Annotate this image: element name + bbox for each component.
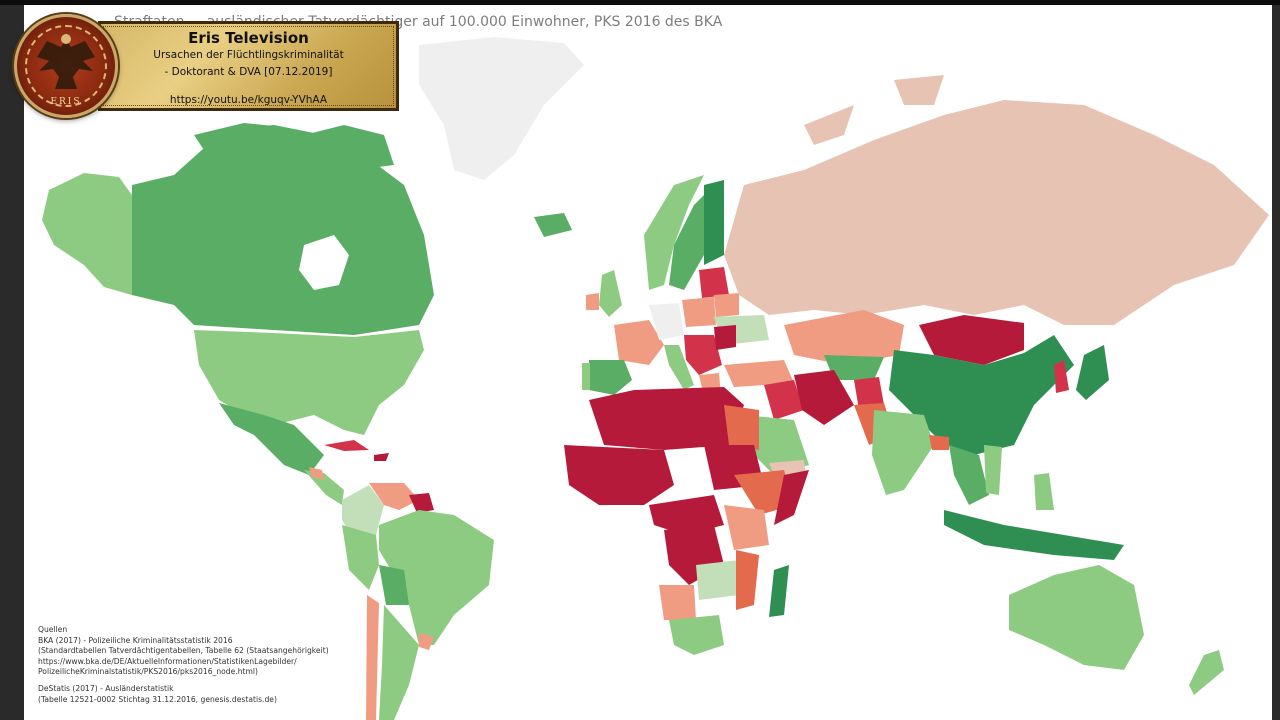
country-brazil (379, 510, 494, 645)
country-finland (704, 180, 724, 265)
hudson-bay (299, 235, 349, 290)
country-west-africa (564, 445, 674, 505)
country-mexico (219, 403, 324, 475)
winged-figure-icon (37, 34, 95, 89)
country-india (872, 410, 934, 495)
country-guatemala (309, 467, 324, 480)
country-norway (644, 175, 704, 290)
left-frame-bar (0, 5, 24, 720)
country-alaska (42, 173, 132, 295)
sources-heading: Quellen (38, 625, 68, 634)
country-vietnam (984, 445, 1002, 495)
country-russia (724, 100, 1269, 325)
eris-medal-logo: ERIS (14, 14, 118, 118)
country-north-africa (589, 387, 744, 450)
country-mozambique (736, 550, 759, 610)
country-poland (682, 297, 716, 327)
country-central-america (304, 470, 344, 505)
medal-text: ERIS (50, 97, 82, 107)
right-frame-bar (1272, 5, 1280, 720)
country-afghanistan (854, 377, 884, 410)
sources-destatis-line1: DeStatis (2017) - Ausländerstatistik (38, 683, 174, 693)
country-china (889, 335, 1074, 455)
country-canada (132, 125, 434, 335)
country-greenland (419, 37, 584, 180)
country-mongolia (919, 315, 1024, 365)
country-somalia (774, 470, 809, 525)
country-cuba (324, 440, 369, 451)
country-uk (599, 270, 622, 317)
country-central-africa (649, 495, 724, 535)
country-ireland (586, 293, 599, 310)
country-angola (659, 585, 696, 620)
country-egypt (724, 405, 759, 450)
video-subtitle-line2: - Doktorant & DVA [07.12.2019] (164, 66, 333, 78)
channel-overlay: Eris Television Ursachen der Flüchtlings… (14, 14, 400, 118)
country-philippines (1034, 473, 1054, 510)
country-uzbekistan (824, 355, 884, 380)
sources-bka-line4: PolizeilicheKriminalstatistik/PKS2016/pk… (38, 667, 258, 677)
country-new-zealand (1189, 650, 1224, 695)
country-australia (1009, 565, 1144, 670)
country-russia-north (804, 75, 944, 145)
country-canada-arctic (194, 123, 394, 210)
country-venezuela (369, 483, 419, 510)
video-subtitle-line1: Ursachen der Flüchtlingskriminalität (153, 49, 344, 61)
country-zambia-zim (696, 560, 739, 600)
sources-block: Quellen BKA (2017) - Polizeiliche Krimin… (38, 625, 468, 705)
country-france (614, 320, 664, 365)
country-haiti (374, 453, 389, 461)
country-saudi (744, 415, 809, 475)
country-bolivia (379, 565, 409, 605)
country-turkey (724, 360, 794, 387)
sources-destatis-line2: (Tabelle 12521-0002 Stichtag 31.12.2016,… (38, 694, 277, 704)
channel-name: Eris Television (188, 29, 309, 47)
country-germany (649, 303, 684, 340)
country-iceland (534, 213, 572, 237)
country-belarus (714, 293, 739, 317)
world-map (42, 37, 1269, 720)
country-italy (664, 345, 694, 390)
country-myanmar-thai (949, 445, 989, 505)
top-frame-bar (0, 0, 1280, 5)
country-syria-iraq (764, 380, 804, 420)
country-east-africa (724, 505, 769, 550)
country-chile (366, 595, 379, 720)
country-argentina (379, 605, 419, 720)
country-korea (1054, 360, 1069, 393)
country-southern-africa (669, 615, 724, 655)
sources-bka-line1: BKA (2017) - Polizeiliche Kriminalitätss… (38, 635, 233, 645)
country-baltics (699, 267, 729, 298)
country-spain (589, 360, 632, 395)
country-uruguay (419, 633, 434, 650)
country-portugal (582, 363, 590, 390)
country-madagascar (769, 565, 789, 617)
country-japan (1076, 345, 1109, 400)
video-link[interactable]: https://youtu.be/kguqv-YVhAA (169, 94, 328, 106)
channel-plaque: Eris Television Ursachen der Flüchtlings… (98, 21, 399, 111)
country-usa (194, 330, 424, 435)
medal-ring (25, 25, 107, 107)
country-indonesia (944, 510, 1124, 560)
country-guyana (409, 493, 434, 513)
country-sweden (669, 185, 714, 290)
sources-bka-line3: https://www.bka.de/DE/AktuelleInformatio… (38, 656, 297, 666)
country-colombia (342, 485, 384, 540)
country-romania (714, 325, 736, 350)
country-iran (794, 370, 854, 425)
country-peru (342, 525, 379, 590)
sources-bka-line2: (Standardtabellen Tatverdächtigentabelle… (38, 646, 329, 656)
country-balkans (684, 335, 722, 375)
country-kazakhstan (784, 310, 904, 365)
map-stage: Straftaten ... ausländischer Tatverdächt… (24, 5, 1272, 720)
country-nepal-bangladesh (929, 435, 949, 450)
